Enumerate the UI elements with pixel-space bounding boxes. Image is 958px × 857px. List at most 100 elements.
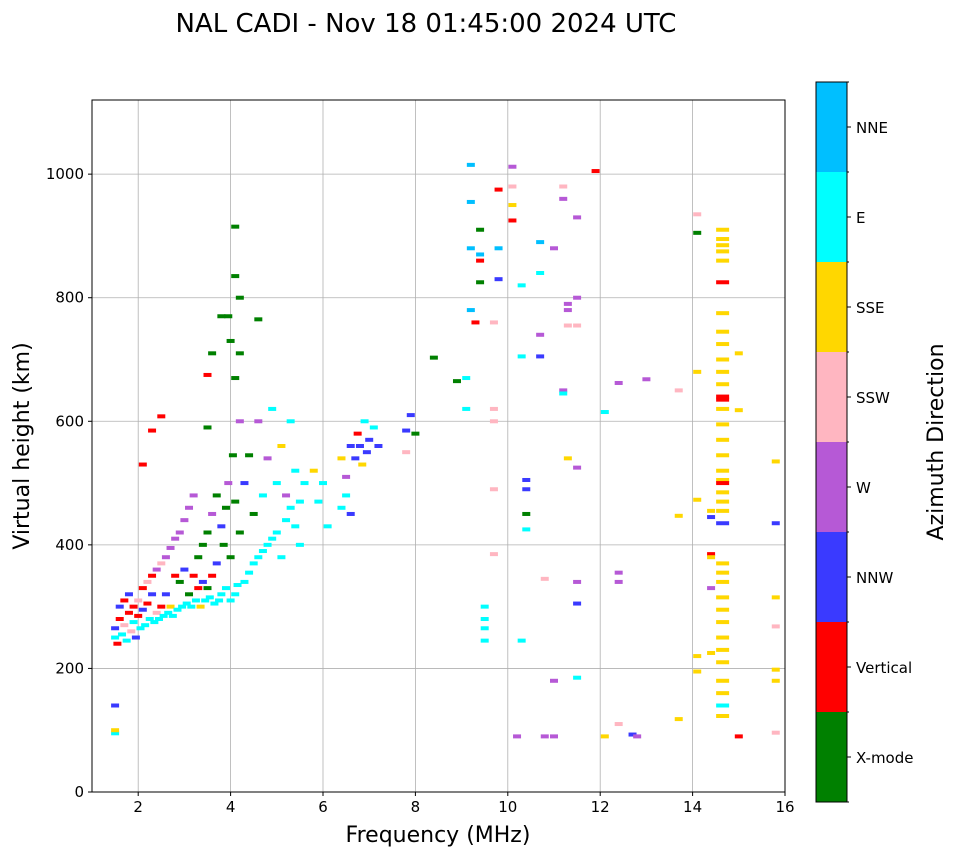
- colorbar-segment-sse: [816, 262, 847, 352]
- data-point-nnw: [365, 437, 374, 442]
- data-point-v: [189, 573, 198, 578]
- data-point-ssw: [559, 184, 568, 189]
- data-point-w: [208, 511, 217, 516]
- data-point-sse: [693, 369, 702, 374]
- data-point-sse: [716, 382, 730, 387]
- data-point-e: [480, 626, 489, 631]
- data-point-w: [563, 301, 572, 306]
- data-point-sse: [734, 408, 743, 413]
- data-point-sse: [716, 437, 730, 442]
- data-point-sse: [716, 329, 730, 334]
- data-point-w: [166, 545, 175, 550]
- data-point-v: [134, 613, 143, 618]
- data-point-v: [716, 397, 730, 402]
- colorbar-tick-label: Vertical: [856, 659, 912, 677]
- data-point-v: [591, 169, 600, 174]
- data-point-e: [258, 549, 267, 554]
- data-point-e: [536, 271, 545, 275]
- data-point-x: [231, 224, 240, 229]
- colorbar-label: Azimuth Direction: [924, 343, 949, 540]
- data-point-w: [559, 196, 568, 201]
- data-point-v: [124, 610, 133, 615]
- data-point-x: [203, 530, 212, 535]
- x-tick-label: 12: [591, 798, 610, 816]
- data-point-e: [462, 406, 471, 411]
- y-tick-label: 1000: [46, 165, 84, 183]
- data-point-e: [342, 493, 351, 498]
- data-point-sse: [693, 654, 702, 659]
- data-point-ssw: [563, 323, 572, 328]
- data-point-w: [175, 530, 184, 535]
- x-axis-label: Frequency (MHz): [346, 823, 531, 848]
- data-point-x: [235, 530, 244, 535]
- data-point-e: [268, 406, 277, 411]
- y-tick-label: 800: [55, 289, 84, 307]
- data-point-sse: [707, 650, 716, 655]
- y-axis-ticks: 0 200 400 600 800 1000: [46, 165, 92, 801]
- data-point-w: [550, 246, 558, 251]
- data-point-w: [235, 419, 244, 424]
- data-point-x: [249, 511, 258, 516]
- data-point-v: [353, 431, 362, 436]
- data-point-w: [614, 570, 623, 575]
- data-point-sse: [716, 607, 730, 612]
- data-point-ssw: [771, 624, 780, 629]
- colorbar: X-mode Vertical NNW W SSW SSE E NNE: [815, 81, 913, 803]
- data-point-w: [614, 579, 623, 584]
- data-point-x: [231, 274, 240, 279]
- data-point-nne: [494, 246, 503, 251]
- colorbar-segment-e: [816, 172, 847, 262]
- data-point-e: [517, 354, 526, 359]
- data-point-e: [122, 638, 131, 643]
- data-point-nnw: [346, 511, 355, 516]
- data-point-ssw: [489, 552, 498, 557]
- data-point-e: [517, 638, 526, 643]
- data-point-v: [113, 641, 122, 646]
- data-point-sse: [716, 691, 730, 696]
- data-point-x: [693, 230, 702, 235]
- data-point-v: [716, 394, 730, 399]
- data-point-x: [175, 579, 184, 584]
- data-point-v: [148, 573, 157, 578]
- data-point-e: [369, 425, 378, 430]
- data-point-e: [141, 623, 150, 628]
- data-point-x: [245, 453, 254, 458]
- data-point-v: [734, 734, 743, 739]
- data-point-x: [203, 425, 212, 430]
- data-point-e: [245, 570, 254, 575]
- data-point-w: [642, 377, 651, 382]
- data-point-e: [573, 675, 582, 680]
- data-point-sse: [716, 678, 730, 683]
- data-point-w: [550, 734, 558, 739]
- colorbar-tick-label: SSW: [856, 389, 890, 407]
- data-point-nnw: [124, 592, 133, 597]
- data-point-sse: [563, 456, 572, 461]
- data-point-w: [171, 536, 180, 541]
- data-point-nnw: [707, 515, 716, 520]
- data-point-sse: [716, 357, 730, 362]
- data-point-nnw: [522, 487, 531, 492]
- data-point-v: [707, 552, 716, 557]
- data-point-sse: [716, 647, 730, 652]
- data-point-sse: [716, 561, 730, 566]
- data-point-v: [471, 320, 480, 325]
- data-point-ssw: [771, 730, 780, 735]
- data-point-e: [282, 518, 291, 523]
- data-point-e: [462, 376, 471, 381]
- data-point-x: [221, 505, 230, 510]
- data-point-sse: [716, 227, 730, 232]
- data-point-w: [254, 419, 263, 424]
- data-point-e: [360, 419, 369, 424]
- data-point-sse: [600, 734, 609, 739]
- data-point-e: [254, 555, 263, 560]
- data-point-x: [226, 555, 235, 560]
- data-point-nnw: [716, 521, 730, 526]
- data-point-w: [185, 505, 194, 510]
- data-point-e: [168, 613, 177, 618]
- data-point-e: [210, 601, 219, 606]
- data-point-e: [154, 617, 163, 621]
- data-point-e: [129, 620, 138, 625]
- data-point-v: [129, 604, 138, 609]
- data-point-sse: [693, 669, 702, 674]
- data-point-w: [550, 678, 558, 683]
